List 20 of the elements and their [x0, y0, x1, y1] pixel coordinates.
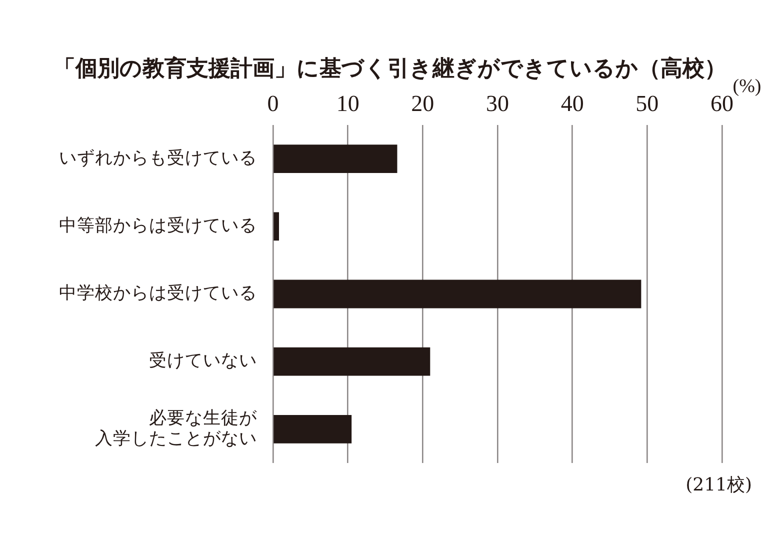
bar	[274, 212, 279, 241]
bar	[274, 280, 642, 308]
y-tick-label: 中等部からは受けている	[59, 214, 257, 236]
x-axis-title: (%)	[732, 76, 762, 97]
y-tick-label: 中学校からは受けている	[59, 284, 257, 304]
y-tick-label: 必要な生徒が入学したことがない	[95, 408, 258, 449]
y-tick-label: いずれからも受けている	[59, 148, 257, 168]
x-tick-label: 20	[411, 91, 434, 116]
x-tick-label: 40	[560, 91, 584, 116]
bar	[274, 144, 398, 173]
x-tick-label: 30	[486, 91, 509, 116]
x-tick-label: 60	[710, 91, 734, 116]
bar	[274, 347, 430, 376]
x-tick-label: 0	[267, 91, 279, 116]
x-tick-label: 50	[636, 91, 659, 116]
bar	[274, 415, 352, 444]
text: (211校)	[686, 474, 752, 496]
y-tick-label: 受けていない	[149, 351, 257, 372]
chart-title: 「個別の教育支援計画」に基づく引き継ぎができているか（高校）	[54, 56, 726, 82]
x-tick-label: 10	[336, 91, 360, 116]
